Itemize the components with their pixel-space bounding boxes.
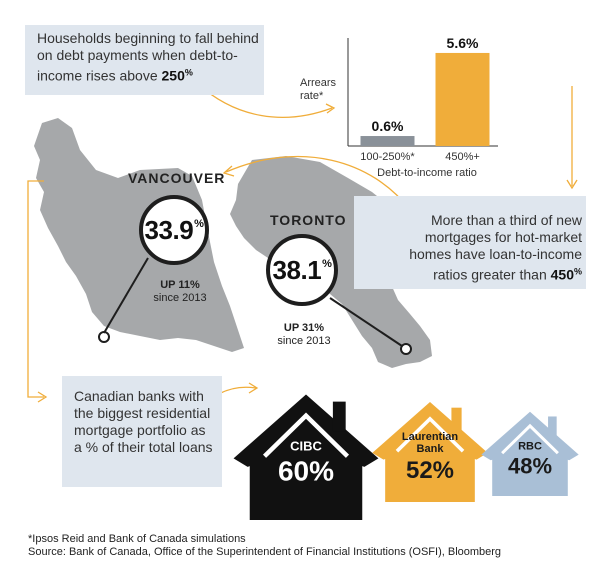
arrow-head xyxy=(37,391,48,403)
vancouver-pointer xyxy=(103,257,149,334)
arrow-head xyxy=(325,103,336,114)
mortgage-note-threshold: 450 xyxy=(550,266,574,283)
x-axis-label: Debt-to-income ratio xyxy=(377,167,477,179)
toronto-growth-since: since 2013 xyxy=(277,335,331,347)
arrears-chart-svg: Arrears rate* 0.6% 100-250%* 5.6% 450%+ Debt-t… xyxy=(300,35,498,179)
connector-note-to-vancouver xyxy=(225,155,411,211)
bank-value-label: 52% xyxy=(406,457,454,484)
roof-line xyxy=(395,416,465,453)
toronto-value: 38.1 xyxy=(272,254,322,285)
toronto-growth-label: UP 31% xyxy=(283,322,325,334)
vancouver-growth-since: since 2013 xyxy=(153,292,207,304)
bar-value-label: 0.6% xyxy=(372,118,404,134)
chimney xyxy=(332,401,346,432)
y-axis-label: Arrears rate* xyxy=(300,77,337,102)
vancouver-growth-label: UP 11% xyxy=(160,279,200,291)
house-cibc xyxy=(233,394,379,520)
toronto-pin xyxy=(400,343,412,355)
bank-value-label: 60% xyxy=(278,456,334,487)
category-label: 100-250%* xyxy=(360,151,415,163)
arrow-head xyxy=(248,382,259,394)
footnote-simulations: *Ipsos Reid and Bank of Canada simulatio… xyxy=(28,533,246,545)
toronto-growth: UP 31% since 2013 xyxy=(272,322,336,348)
intro-lead: Households beginning to fall behind on d… xyxy=(37,30,259,84)
bank-value-label: 48% xyxy=(508,453,552,478)
toronto-label: TORONTO xyxy=(270,212,347,228)
vancouver-label: VANCOUVER xyxy=(128,170,226,186)
mortgage-note-text: More than a third of new mortgages for h… xyxy=(409,212,582,283)
bar-1 xyxy=(435,52,490,147)
bank-name-label: Laurentian xyxy=(402,431,459,443)
house-laurentian-bank xyxy=(372,402,488,502)
mortgage-note-lead: More than a third of new mortgages for h… xyxy=(409,212,582,283)
banks-note-box xyxy=(62,376,222,487)
vancouver-pin xyxy=(98,331,110,343)
vancouver-value: 33.9 xyxy=(144,214,194,245)
vancouver-circle: 33.9% xyxy=(139,195,209,265)
intro-text: Households beginning to fall behind on d… xyxy=(37,30,259,84)
banks-note-text: Canadian banks with the biggest resident… xyxy=(74,388,213,455)
bank-name-label: Bank xyxy=(417,443,445,455)
toronto-pointer xyxy=(329,297,403,347)
roof-line xyxy=(501,423,559,455)
footnote-source: Source: Bank of Canada, Office of the Su… xyxy=(28,546,502,558)
bank-name-label: RBC xyxy=(518,440,542,452)
chimney xyxy=(548,416,557,437)
bar-value-label: 5.6% xyxy=(447,35,479,51)
category-label: 450%+ xyxy=(445,151,480,163)
mortgage-note-box xyxy=(354,196,586,289)
vancouver-growth: UP 11% since 2013 xyxy=(150,279,210,305)
bar-0 xyxy=(360,136,415,146)
bank-name-label: CIBC xyxy=(290,439,322,454)
intro-box xyxy=(25,25,264,95)
arrow-head xyxy=(566,179,578,190)
house-rbc xyxy=(481,411,579,496)
vancouver-value-wrap: 33.9% xyxy=(144,214,204,245)
arrears-chart: Arrears rate* 0.6% 100-250%* 5.6% 450%+ Debt-t… xyxy=(290,26,510,186)
connector-left-bracket xyxy=(27,180,44,398)
toronto-value-wrap: 38.1% xyxy=(272,254,332,285)
intro-threshold: 250 xyxy=(161,67,185,84)
arrow-head xyxy=(222,165,235,177)
toronto-circle: 38.1% xyxy=(266,234,338,306)
chimney xyxy=(451,407,462,432)
roof-line xyxy=(262,412,350,458)
